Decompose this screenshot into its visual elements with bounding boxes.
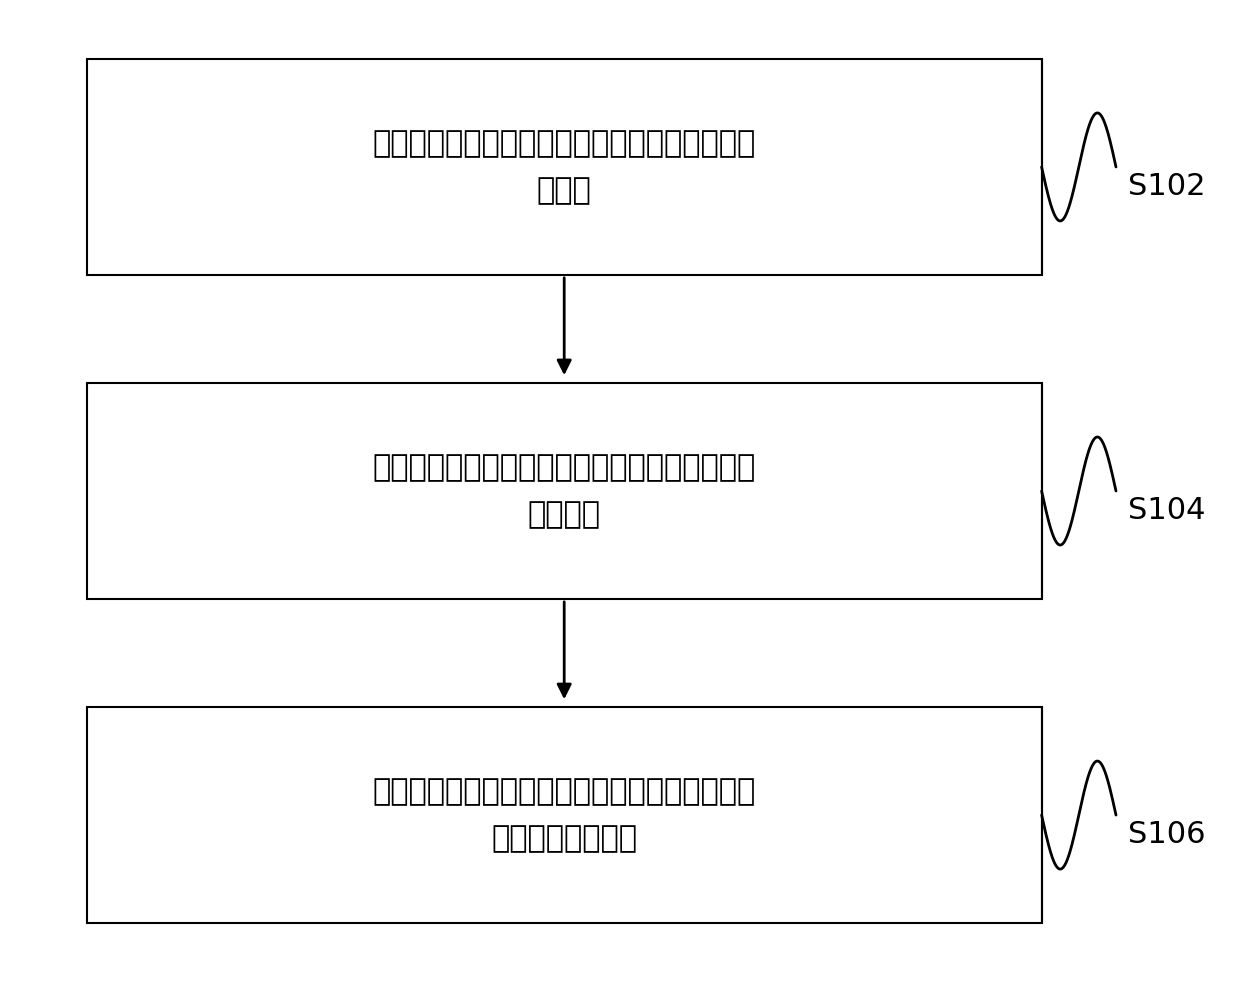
Text: S102: S102 [1128, 172, 1205, 201]
Text: S104: S104 [1128, 496, 1205, 525]
FancyBboxPatch shape [87, 707, 1042, 923]
Text: 对不同视角下的稠密三维点云进行拼接和融合，
得到牙齿三维数据: 对不同视角下的稠密三维点云进行拼接和融合， 得到牙齿三维数据 [372, 777, 756, 853]
FancyBboxPatch shape [87, 59, 1042, 275]
Text: S106: S106 [1128, 820, 1205, 849]
Text: 使用三维成像系统获取不同视角下牙齿的稀疏点
云集合: 使用三维成像系统获取不同视角下牙齿的稀疏点 云集合 [372, 129, 756, 205]
Text: 根据稀疏点云集合确定每一个视角下牙齿的稠密
三维点云: 根据稀疏点云集合确定每一个视角下牙齿的稠密 三维点云 [372, 453, 756, 529]
FancyBboxPatch shape [87, 383, 1042, 599]
